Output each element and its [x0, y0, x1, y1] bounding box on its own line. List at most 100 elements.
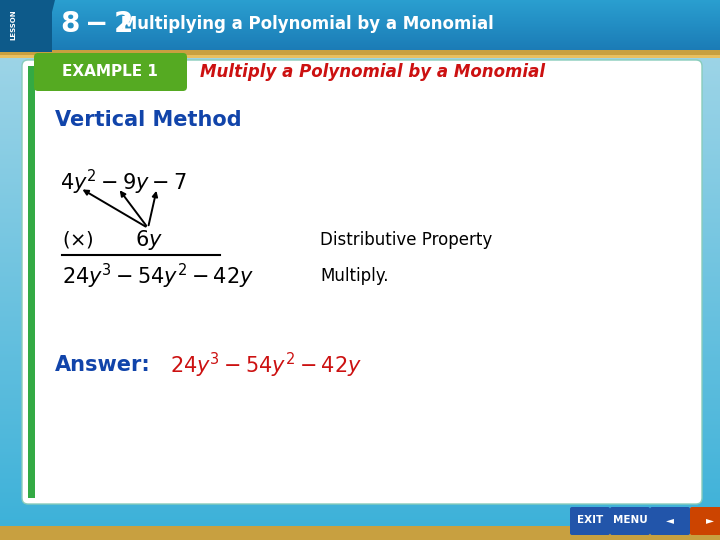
Bar	[0, 450, 720, 451]
Bar	[0, 18, 720, 19]
FancyBboxPatch shape	[22, 60, 702, 504]
Bar	[0, 378, 720, 379]
Bar	[0, 131, 720, 132]
Text: $24y^3 - 54y^2 - 42y$: $24y^3 - 54y^2 - 42y$	[62, 261, 254, 291]
Bar	[0, 404, 720, 405]
Bar	[0, 282, 720, 283]
Bar	[0, 96, 720, 97]
Bar	[0, 454, 720, 455]
Bar	[0, 231, 720, 232]
Bar	[0, 38, 720, 39]
Bar	[0, 281, 720, 282]
Bar	[0, 157, 720, 158]
Bar	[0, 188, 720, 189]
Bar	[0, 482, 720, 483]
Text: Multiply.: Multiply.	[320, 267, 389, 285]
Bar	[0, 0, 720, 1]
Bar	[0, 192, 720, 193]
Bar	[0, 451, 720, 452]
Bar	[0, 208, 720, 209]
Text: $4y^2 - 9y - 7$: $4y^2 - 9y - 7$	[60, 167, 187, 197]
Bar	[0, 304, 720, 305]
Bar	[0, 26, 720, 27]
Bar	[0, 225, 720, 226]
Bar	[0, 1, 720, 2]
Bar	[0, 447, 720, 448]
Bar	[0, 338, 720, 339]
Bar	[0, 58, 720, 59]
Bar	[0, 244, 720, 245]
Text: Answer:: Answer:	[55, 355, 150, 375]
Bar	[0, 337, 720, 338]
FancyBboxPatch shape	[0, 526, 720, 540]
Bar	[0, 515, 720, 516]
Bar	[0, 359, 720, 360]
Bar	[0, 456, 720, 457]
Bar	[0, 21, 720, 22]
Bar	[0, 9, 720, 10]
Bar	[0, 133, 720, 134]
Bar	[0, 90, 720, 91]
Bar	[0, 151, 720, 152]
Bar	[0, 284, 720, 285]
Bar	[0, 118, 720, 119]
Bar	[0, 357, 720, 358]
Bar	[0, 210, 720, 211]
Bar	[0, 128, 720, 129]
Bar	[0, 46, 720, 47]
Bar	[0, 4, 720, 5]
Bar	[0, 381, 720, 382]
Bar	[0, 509, 720, 510]
Bar	[0, 248, 720, 249]
Bar	[0, 55, 720, 56]
Bar	[0, 227, 720, 228]
Bar	[0, 237, 720, 238]
Bar	[0, 109, 720, 110]
Bar	[0, 329, 720, 330]
Bar	[0, 439, 720, 440]
Bar	[0, 76, 720, 77]
Bar	[0, 17, 720, 18]
Bar	[0, 93, 720, 94]
Text: $(\times)$: $(\times)$	[62, 230, 94, 251]
Bar	[0, 126, 720, 127]
Bar	[0, 287, 720, 288]
Bar	[0, 257, 720, 258]
Bar	[0, 129, 720, 130]
Bar	[0, 203, 720, 204]
Bar	[0, 16, 720, 17]
Bar	[0, 335, 720, 336]
Bar	[0, 528, 720, 529]
Bar	[0, 42, 720, 43]
Bar	[0, 484, 720, 485]
Bar	[0, 25, 720, 26]
Bar	[0, 40, 720, 41]
Text: LESSON: LESSON	[10, 10, 16, 40]
Bar	[0, 254, 720, 255]
Bar	[0, 193, 720, 194]
Bar	[0, 422, 720, 423]
Bar	[0, 519, 720, 520]
Bar	[0, 371, 720, 372]
Bar	[0, 5, 720, 6]
Bar	[0, 215, 720, 216]
Text: Multiply a Polynomial by a Monomial: Multiply a Polynomial by a Monomial	[200, 63, 545, 81]
Bar	[0, 302, 720, 303]
Bar	[0, 398, 720, 399]
Bar	[0, 273, 720, 274]
Bar	[0, 211, 720, 212]
Bar	[0, 241, 720, 242]
Bar	[0, 181, 720, 182]
Bar	[0, 462, 720, 463]
Bar	[0, 314, 720, 315]
Bar	[0, 383, 720, 384]
Bar	[0, 41, 720, 42]
Bar	[0, 410, 720, 411]
Bar	[0, 402, 720, 403]
Bar	[0, 142, 720, 143]
Bar	[0, 259, 720, 260]
Bar	[0, 485, 720, 486]
Bar	[0, 504, 720, 505]
Bar	[0, 525, 720, 526]
Bar	[0, 308, 720, 309]
